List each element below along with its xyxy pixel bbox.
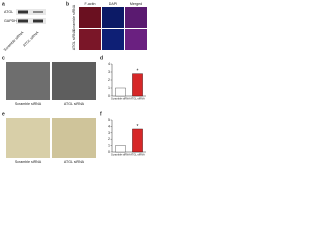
bar (132, 73, 143, 97)
image (52, 118, 96, 158)
panel-label: b (66, 1, 69, 7)
y-tick-label: 2 (108, 137, 110, 141)
bar (115, 145, 126, 153)
y-tick-label: 5 (108, 118, 110, 122)
lane-label: ATGL siRNA (22, 30, 40, 48)
y-tick-label: 3 (108, 70, 110, 74)
blot-row-label: GAPDH (4, 19, 17, 23)
column-label: DAPI (109, 2, 117, 6)
image-label: Scramble siRNA (15, 160, 42, 164)
y-tick-label: 3 (108, 131, 110, 135)
blot-band (18, 10, 28, 14)
panel-label: c (2, 55, 5, 61)
bar (132, 128, 143, 153)
column-label: F-actin (85, 2, 96, 6)
blot-strip (16, 18, 46, 24)
y-tick-label: 4 (108, 124, 110, 128)
y-tick-label: 4 (108, 62, 110, 66)
column-label: Merged (130, 2, 142, 6)
figure: a ATGL GAPDH Scramble siRNA ATGL siRNA b… (2, 1, 147, 164)
blot-band (33, 19, 43, 23)
y-tick-label: 0 (108, 94, 110, 98)
image (125, 7, 147, 28)
panel-label: f (100, 111, 102, 117)
row-label: ATGL siRNA (72, 29, 76, 50)
x-tick-label: ATGL siRNA (130, 153, 145, 157)
y-tick-label: 1 (108, 144, 110, 148)
blot-band (18, 19, 28, 23)
y-tick-label: 0 (108, 150, 110, 154)
panel-label: d (100, 55, 103, 61)
blot-strip (16, 9, 46, 15)
image (102, 29, 124, 50)
y-tick-label: 2 (108, 78, 110, 82)
panel-label: e (2, 111, 5, 117)
annotation: * (137, 68, 139, 74)
image (6, 62, 50, 100)
x-tick-label: Scramble siRNA (111, 153, 130, 157)
lane-label: Scramble siRNA (3, 30, 25, 52)
panel-label: a (2, 1, 5, 7)
image-label: ATGL siRNA (64, 102, 85, 106)
image (6, 118, 50, 158)
row-label: Scramble siRNA (72, 4, 76, 31)
image (102, 7, 124, 28)
image (52, 62, 96, 100)
image (125, 29, 147, 50)
blot-band (33, 11, 43, 13)
x-tick-label: ATGL siRNA (130, 97, 145, 101)
image-label: Scramble siRNA (15, 102, 42, 106)
bar (115, 87, 126, 97)
annotation: * (137, 124, 139, 130)
blot-row-label: ATGL (4, 10, 13, 14)
y-tick-label: 1 (108, 86, 110, 90)
image-label: ATGL siRNA (64, 160, 85, 164)
x-tick-label: Scramble siRNA (111, 97, 130, 101)
image (79, 29, 101, 50)
image (79, 7, 101, 28)
